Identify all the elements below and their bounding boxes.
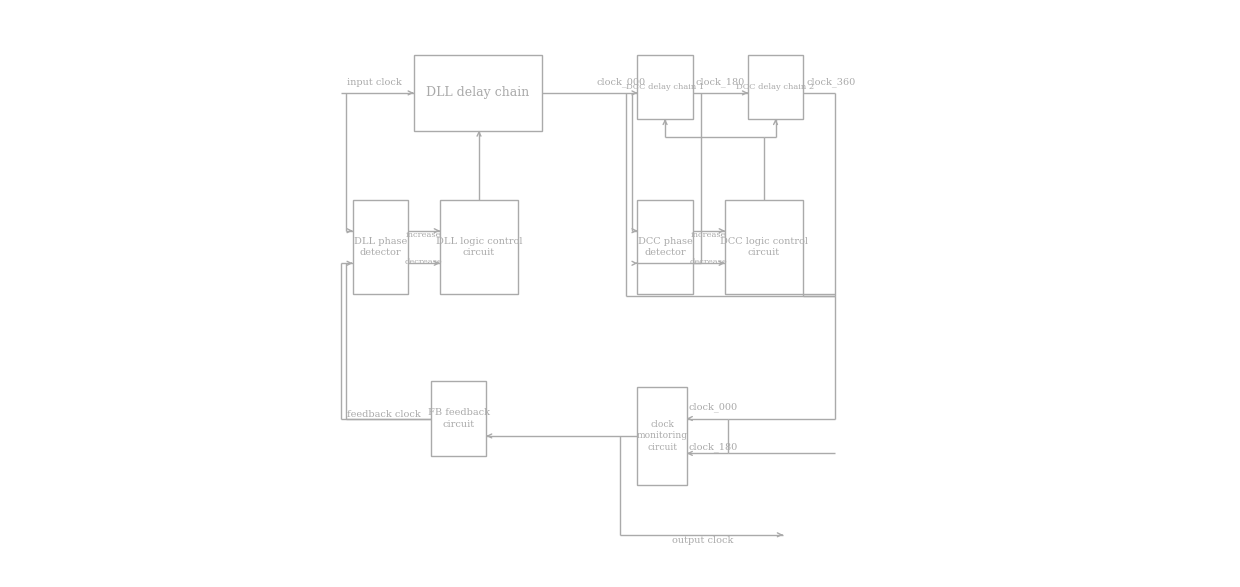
Text: feedback clock: feedback clock (347, 410, 420, 419)
Text: DLL phase
detector: DLL phase detector (353, 237, 407, 257)
Text: DCC delay chain 1: DCC delay chain 1 (626, 83, 704, 91)
Text: DCC logic control
circuit: DCC logic control circuit (720, 237, 808, 257)
Text: clock_180: clock_180 (696, 77, 745, 87)
Text: increase: increase (405, 231, 441, 239)
FancyBboxPatch shape (637, 386, 687, 485)
Text: DCC delay chain 2: DCC delay chain 2 (737, 83, 815, 91)
Text: clock
monitoring
circuit: clock monitoring circuit (636, 420, 688, 451)
FancyBboxPatch shape (432, 381, 486, 456)
FancyBboxPatch shape (637, 201, 693, 294)
FancyBboxPatch shape (748, 55, 804, 119)
Text: decrease: decrease (689, 258, 727, 265)
Text: clock_180: clock_180 (688, 443, 738, 453)
Text: clock_000: clock_000 (688, 402, 738, 411)
Text: decrease: decrease (404, 258, 443, 265)
Text: increase: increase (691, 231, 727, 239)
FancyBboxPatch shape (724, 201, 804, 294)
FancyBboxPatch shape (352, 201, 408, 294)
Text: DLL delay chain: DLL delay chain (425, 86, 529, 99)
Text: FB feedback
circuit: FB feedback circuit (428, 409, 490, 429)
Text: input clock: input clock (347, 78, 402, 87)
Text: clock_360: clock_360 (806, 77, 856, 87)
Text: output clock: output clock (672, 536, 734, 545)
FancyBboxPatch shape (414, 55, 542, 131)
FancyBboxPatch shape (440, 201, 518, 294)
Text: DCC phase
detector: DCC phase detector (637, 237, 692, 257)
Text: clock_000: clock_000 (596, 77, 646, 87)
FancyBboxPatch shape (637, 55, 693, 119)
Text: DLL logic control
circuit: DLL logic control circuit (435, 237, 522, 257)
